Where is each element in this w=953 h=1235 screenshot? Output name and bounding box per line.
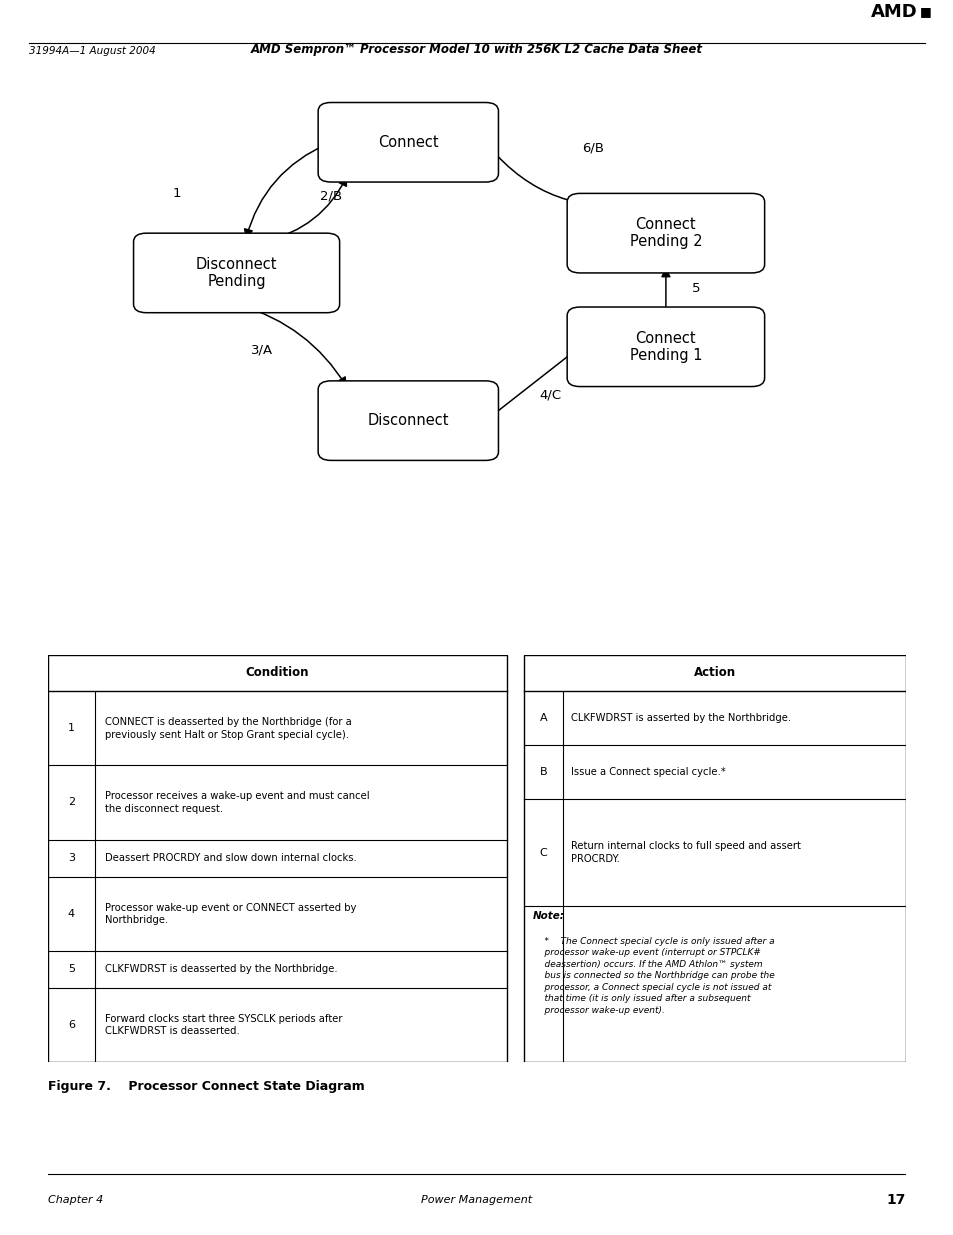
- Text: Disconnect: Disconnect: [367, 414, 449, 429]
- Text: 3: 3: [68, 853, 74, 863]
- Text: 6/B: 6/B: [581, 142, 603, 154]
- Text: Disconnect
Pending: Disconnect Pending: [195, 257, 277, 289]
- Text: CLKFWDRST is deasserted by the Northbridge.: CLKFWDRST is deasserted by the Northbrid…: [105, 965, 337, 974]
- FancyArrowPatch shape: [244, 143, 328, 237]
- Text: Processor wake-up event or CONNECT asserted by
Northbridge.: Processor wake-up event or CONNECT asser…: [105, 903, 356, 925]
- Text: Connect
Pending 1: Connect Pending 1: [629, 331, 701, 363]
- Text: 4: 4: [68, 909, 74, 919]
- Text: ■: ■: [919, 5, 930, 17]
- Text: 4/C: 4/C: [538, 389, 560, 401]
- Text: 6: 6: [68, 1020, 74, 1030]
- Text: Figure 7.    Processor Connect State Diagram: Figure 7. Processor Connect State Diagra…: [48, 1081, 364, 1093]
- Text: 1: 1: [68, 724, 74, 734]
- Text: *    The Connect special cycle is only issued after a
    processor wake-up even: * The Connect special cycle is only issu…: [532, 937, 774, 1015]
- FancyBboxPatch shape: [48, 655, 507, 1062]
- Text: B: B: [539, 767, 547, 777]
- Text: Issue a Connect special cycle.*: Issue a Connect special cycle.*: [571, 767, 725, 777]
- Text: 5: 5: [68, 965, 74, 974]
- Text: CONNECT is deasserted by the Northbridge (for a
previously sent Halt or Stop Gra: CONNECT is deasserted by the Northbridge…: [105, 718, 352, 740]
- Text: AMD Sempron™ Processor Model 10 with 256K L2 Cache Data Sheet: AMD Sempron™ Processor Model 10 with 256…: [251, 43, 702, 57]
- Text: 1: 1: [172, 186, 180, 200]
- Text: A: A: [539, 713, 547, 724]
- Text: C: C: [539, 847, 547, 857]
- Text: 17: 17: [886, 1193, 905, 1208]
- Text: Chapter 4: Chapter 4: [48, 1195, 103, 1205]
- FancyBboxPatch shape: [566, 194, 764, 273]
- FancyBboxPatch shape: [133, 233, 339, 312]
- Text: AMD: AMD: [870, 2, 917, 21]
- FancyBboxPatch shape: [524, 655, 905, 1062]
- FancyBboxPatch shape: [318, 103, 497, 182]
- Text: Connect: Connect: [377, 135, 438, 149]
- Text: Processor receives a wake-up event and must cancel
the disconnect request.: Processor receives a wake-up event and m…: [105, 792, 370, 814]
- FancyArrowPatch shape: [661, 269, 669, 312]
- Text: 3/A: 3/A: [251, 343, 274, 356]
- FancyArrowPatch shape: [487, 350, 576, 419]
- Text: 2/B: 2/B: [319, 190, 342, 203]
- FancyBboxPatch shape: [566, 308, 764, 387]
- Text: 31994A—1 August 2004: 31994A—1 August 2004: [29, 47, 155, 57]
- FancyArrowPatch shape: [265, 178, 346, 241]
- FancyBboxPatch shape: [318, 380, 497, 461]
- Text: Note:: Note:: [532, 911, 564, 921]
- Text: 5: 5: [691, 283, 700, 295]
- Text: Action: Action: [694, 667, 736, 679]
- Text: Return internal clocks to full speed and assert
PROCRDY.: Return internal clocks to full speed and…: [571, 841, 801, 863]
- Text: Deassert PROCRDY and slow down internal clocks.: Deassert PROCRDY and slow down internal …: [105, 853, 356, 863]
- Text: Forward clocks start three SYSCLK periods after
CLKFWDRST is deasserted.: Forward clocks start three SYSCLK period…: [105, 1014, 342, 1036]
- Text: 2: 2: [68, 798, 74, 808]
- Text: Power Management: Power Management: [421, 1195, 532, 1205]
- FancyArrowPatch shape: [239, 305, 346, 385]
- Text: CLKFWDRST is asserted by the Northbridge.: CLKFWDRST is asserted by the Northbridge…: [571, 713, 791, 724]
- Text: Condition: Condition: [245, 667, 309, 679]
- Text: Connect
Pending 2: Connect Pending 2: [629, 217, 701, 249]
- FancyArrowPatch shape: [488, 146, 645, 206]
